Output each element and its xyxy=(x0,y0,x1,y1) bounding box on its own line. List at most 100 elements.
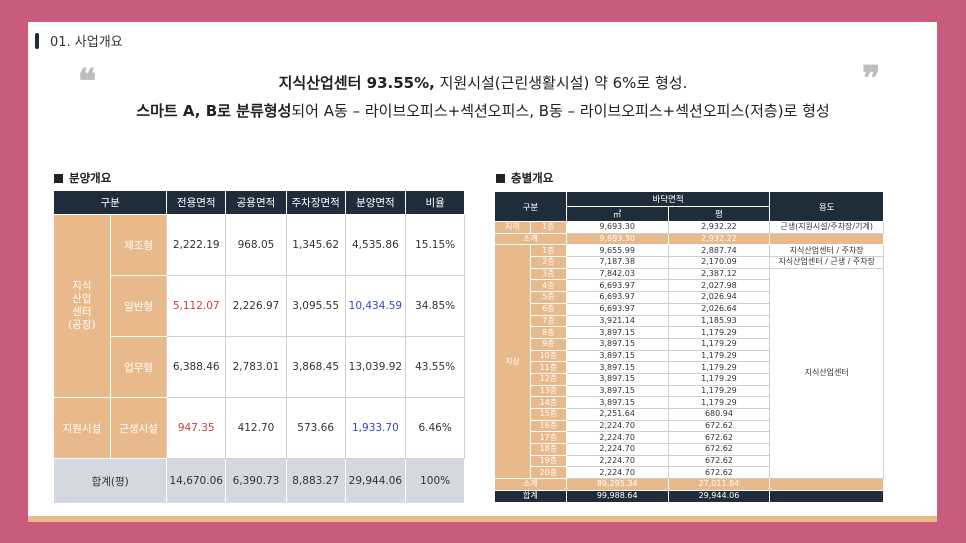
sale-table: 구분 전용면적 공용면적 주차장면적 분양면적 비율 지식 산업 센터 (공장)… xyxy=(52,190,465,504)
floor-header-use: 용도 xyxy=(769,191,884,222)
floor-label: 13층 xyxy=(529,384,567,398)
floor-label: 20층 xyxy=(529,466,567,480)
table-row: 5층 6,693.97 2,026.94 xyxy=(495,291,884,304)
floor-table-header-1: 구분 바닥면적 용도 xyxy=(494,191,884,222)
cell-ratio: 6.46% xyxy=(405,397,465,459)
cell-exclusive: 2,222.19 xyxy=(166,214,227,276)
total-m2: 99,988.64 xyxy=(565,489,669,503)
cell-use: 근생(지원시설/주차장/기계) xyxy=(769,221,884,234)
cell-m2: 3,921.14 xyxy=(565,314,669,328)
cell-pyeong: 1,179.29 xyxy=(667,337,771,351)
cell-pyeong: 672.62 xyxy=(667,431,771,445)
above-subtotal-row: 소계 89,295.34 27,011.84 xyxy=(494,478,884,491)
cell-parking: 573.66 xyxy=(285,397,346,459)
basement-group: 지하 xyxy=(494,221,531,234)
sale-header-sale: 분양면적 xyxy=(344,190,407,215)
headline-line-2-rest: 되어 A동 – 라이브오피스+섹션오피스, B동 – 라이브오피스+섹션오피스(… xyxy=(291,102,830,120)
cell-m2: 7,842.03 xyxy=(565,267,669,281)
page-title: 01. 사업개요 xyxy=(50,35,123,50)
cell-use: 지식산업센터 xyxy=(769,267,884,480)
cell-pyeong: 2,026.64 xyxy=(667,302,771,316)
subtotal-pyeong: 2,932.22 xyxy=(667,232,771,246)
group-label-support: 지원시설 xyxy=(53,397,111,459)
cell-m2: 2,224.70 xyxy=(565,419,669,433)
floor-total-row: 합계 99,988.64 29,944.06 xyxy=(494,489,884,503)
floor-label: 1층 xyxy=(529,221,567,234)
cell-exclusive: 6,388.46 xyxy=(166,336,227,398)
floor-label: 16층 xyxy=(529,419,567,433)
total-sale: 29,944.06 xyxy=(344,458,407,504)
headline-line-1: 지식산업센터 93.55%, 지원시설(근린생활시설) 약 6%로 형성. xyxy=(0,72,966,93)
sale-total-row: 합계(평) 14,670.06 6,390.73 8,883.27 29,944… xyxy=(52,458,465,504)
floor-table: 구분 바닥면적 용도 ㎡ 평 지하 1층 9,693.30 2,932.22 근… xyxy=(494,191,884,503)
table-row: 3층 7,842.03 2,387.12 지식산업센터 xyxy=(495,267,884,480)
cell-pyeong: 672.62 xyxy=(667,443,771,456)
cell-common: 2,783.01 xyxy=(225,336,287,398)
table-row: 일반형 5,112.07 2,226.97 3,095.55 10,434.59… xyxy=(54,275,465,337)
cell-pyeong: 2,170.09 xyxy=(667,256,771,269)
square-bullet-icon xyxy=(54,174,63,183)
floor-label: 6층 xyxy=(529,302,567,316)
table-row: 19층 2,224.70 672.62 xyxy=(495,454,884,468)
sale-header-parking: 주차장면적 xyxy=(285,190,346,215)
cell-m2: 3,897.15 xyxy=(565,361,669,374)
cell-pyeong: 1,179.29 xyxy=(667,326,771,339)
floor-label: 12층 xyxy=(529,372,567,386)
headline-line-2: 스마트 A, B로 분류형성되어 A동 – 라이브오피스+섹션오피스, B동 –… xyxy=(0,100,966,121)
table-row: 18층 2,224.70 672.62 xyxy=(495,443,884,456)
close-quote-icon: ❞ xyxy=(862,59,881,99)
cell-pyeong: 1,185.93 xyxy=(667,314,771,328)
table-row: 14층 3,897.15 1,179.29 xyxy=(495,396,884,409)
cell-pyeong: 1,179.29 xyxy=(667,372,771,386)
floor-section-title: 층별개요 xyxy=(496,170,553,186)
cell-ratio: 34.85% xyxy=(405,275,465,337)
table-row: 11층 3,897.15 1,179.29 xyxy=(495,361,884,374)
cell-common: 2,226.97 xyxy=(225,275,287,337)
cell-sale: 10,434.59 xyxy=(344,275,407,337)
cell-m2: 3,897.15 xyxy=(565,337,669,351)
sale-header-ratio: 비율 xyxy=(405,190,465,215)
sale-table-header: 구분 전용면적 공용면적 주차장면적 분양면적 비율 xyxy=(52,190,465,215)
floor-label: 18층 xyxy=(529,443,567,456)
total-ratio: 100% xyxy=(405,458,465,504)
row-type: 근생시설 xyxy=(109,397,168,459)
table-row: 10층 3,897.15 1,179.29 xyxy=(495,349,884,363)
cell-m2: 2,224.70 xyxy=(565,431,669,445)
floor-header-category: 구분 xyxy=(494,191,567,222)
cell-ratio: 15.15% xyxy=(405,214,465,276)
header-marker xyxy=(35,33,39,49)
cell-pyeong: 2,887.74 xyxy=(667,244,771,258)
row-type: 제조형 xyxy=(109,214,168,276)
floor-label: 5층 xyxy=(529,291,567,304)
subtotal-m2: 9,693.30 xyxy=(565,232,669,246)
headline-line-2-bold: 스마트 A, B로 분류형성 xyxy=(136,102,292,120)
cell-use: 지식산업센터 / 주차장 xyxy=(769,244,884,258)
table-row: 지하 1층 9,693.30 2,932.22 근생(지원시설/주차장/기계) xyxy=(494,221,884,234)
cell-exclusive: 947.35 xyxy=(166,397,227,459)
cell-m2: 6,693.97 xyxy=(565,291,669,304)
cell-pyeong: 672.62 xyxy=(667,419,771,433)
above-ground-group: 지상 xyxy=(494,244,531,480)
subtotal-use-empty xyxy=(769,478,884,491)
floor-section-title-text: 층별개요 xyxy=(511,171,554,185)
floor-label: 19층 xyxy=(529,454,567,468)
table-row: 지식 산업 센터 (공장) 제조형 2,222.19 968.05 1,345.… xyxy=(53,214,465,398)
floor-label: 17층 xyxy=(529,431,567,445)
above-ground-rows: 지상 1층 9,655.99 2,887.74 지식산업센터 / 주차장 2층 7,187.… xyxy=(494,244,884,480)
cell-pyeong: 2,026.94 xyxy=(667,291,771,304)
total-use-empty xyxy=(769,489,884,503)
cell-m2: 6,693.97 xyxy=(565,302,669,316)
floor-label: 15층 xyxy=(529,408,567,421)
table-row: 16층 2,224.70 672.62 xyxy=(495,419,884,433)
floor-table-header-2: ㎡ 평 xyxy=(495,206,884,222)
cell-pyeong: 2,387.12 xyxy=(667,267,771,281)
basement-subtotal-row: 소계 9,693.30 2,932.22 xyxy=(494,232,884,246)
cell-m2: 2,224.70 xyxy=(565,454,669,468)
open-quote-icon: ❝ xyxy=(78,62,97,102)
cell-pyeong: 1,179.29 xyxy=(667,384,771,398)
cell-parking: 3,868.45 xyxy=(285,336,346,398)
floor-label: 2층 xyxy=(529,256,567,269)
total-parking: 8,883.27 xyxy=(285,458,346,504)
cell-use: 지식산업센터 / 근생 / 주차장 xyxy=(769,256,884,269)
cell-pyeong: 2,027.98 xyxy=(667,279,771,293)
